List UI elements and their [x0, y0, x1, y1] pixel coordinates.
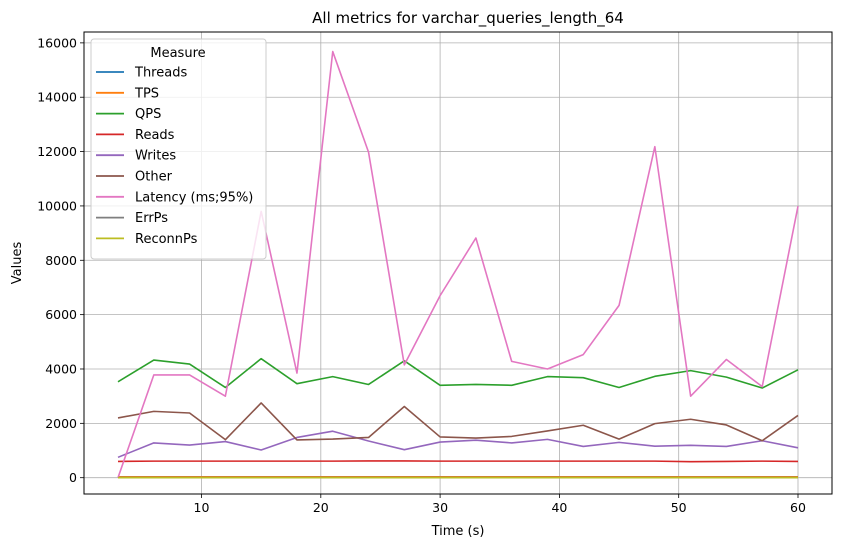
- legend-label-errps: ErrPs: [135, 211, 168, 226]
- y-tick-label: 12000: [37, 144, 77, 159]
- grid-lines: [84, 32, 832, 494]
- series-line-qps: [117, 357, 799, 389]
- y-tick-label: 6000: [45, 307, 77, 322]
- y-tick-label: 2000: [45, 416, 77, 431]
- legend-label-tps: TPS: [134, 86, 159, 101]
- y-tick-label: 14000: [37, 90, 77, 105]
- x-tick-label: 50: [671, 500, 687, 515]
- y-tick-label: 8000: [45, 253, 77, 268]
- y-axis-label: Values: [10, 242, 25, 285]
- legend-label-reconnps: ReconnPs: [135, 232, 198, 247]
- x-tick-label: 10: [194, 500, 210, 515]
- legend: Measure Threads TPS QPS Reads Writes Other Lat…: [90, 38, 267, 260]
- legend-title: Measure: [150, 46, 205, 61]
- chart-title: All metrics for varchar_queries_length_6…: [312, 9, 624, 28]
- legend-label-qps: QPS: [135, 107, 161, 122]
- series-line-reads: [117, 460, 799, 463]
- legend-label-latency-ms-95: Latency (ms;95%): [135, 190, 253, 205]
- x-tick-label: 30: [432, 500, 448, 515]
- y-tick-label: 10000: [37, 198, 77, 213]
- legend-label-writes: Writes: [135, 149, 176, 164]
- y-axis-ticks: 0 2000 4000 6000 8000 10000 12000 14000 16000: [37, 35, 84, 485]
- legend-label-other: Other: [135, 170, 173, 185]
- legend-label-threads: Threads: [134, 66, 187, 81]
- x-tick-label: 20: [313, 500, 329, 515]
- y-tick-label: 0: [69, 470, 77, 485]
- series-layer: [117, 50, 799, 479]
- y-tick-label: 16000: [37, 35, 77, 50]
- plot-frame: [83, 31, 833, 495]
- x-tick-label: 60: [790, 500, 806, 515]
- y-tick-label: 4000: [45, 361, 77, 376]
- series-line-latency-ms-95: [117, 50, 799, 478]
- x-axis-label: Time (s): [431, 524, 485, 539]
- x-axis-ticks: 10 20 30 40 50 60: [194, 494, 806, 515]
- x-tick-label: 40: [551, 500, 567, 515]
- series-line-other: [117, 402, 799, 442]
- legend-label-reads: Reads: [135, 128, 175, 143]
- legend-box: [90, 38, 267, 260]
- series-line-writes: [117, 430, 799, 459]
